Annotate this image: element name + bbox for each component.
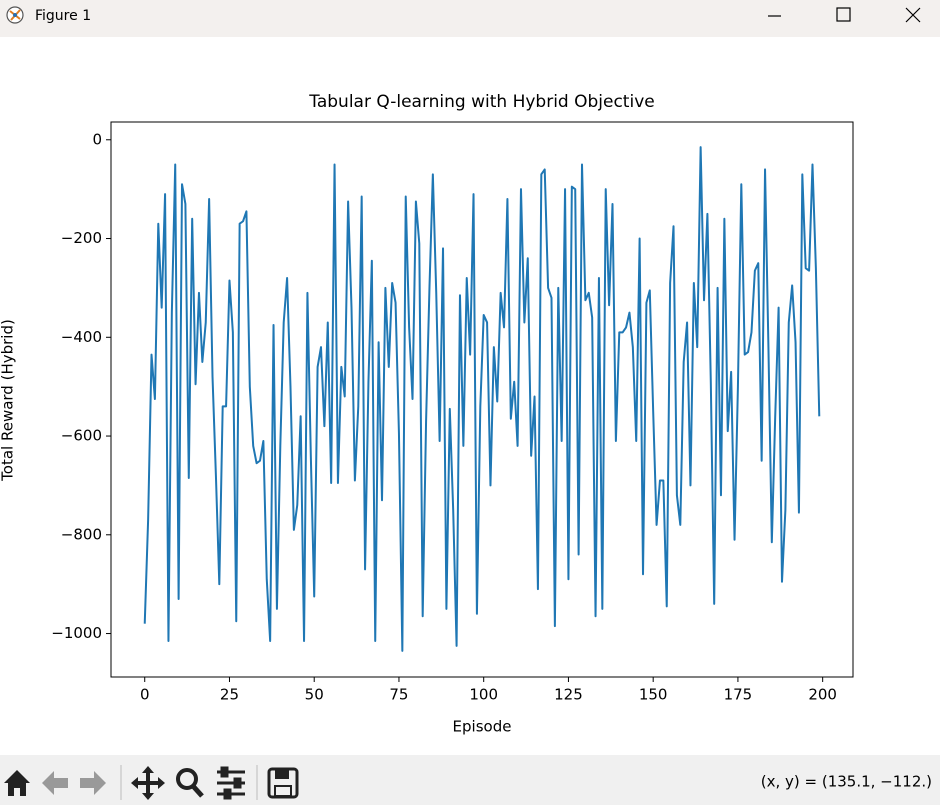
window-title: Figure 1 <box>35 8 91 24</box>
title-bar <box>0 0 940 37</box>
plot-frame <box>110 121 854 678</box>
y-tick-label: −600 <box>61 427 102 445</box>
x-tick-label: 75 <box>389 686 408 704</box>
y-tick-label: 0 <box>92 130 102 148</box>
toolbar <box>0 755 940 805</box>
x-axis-label: Episode <box>453 718 512 736</box>
cursor-coordinates: (x, y) = (135.1, −112.) <box>761 773 932 791</box>
chart-title: Tabular Q-learning with Hybrid Objective <box>308 92 654 112</box>
back-button[interactable] <box>42 771 68 795</box>
x-tick-label: 150 <box>639 686 668 704</box>
x-tick-label: 175 <box>724 686 753 704</box>
home-button[interactable] <box>4 770 30 796</box>
y-tick-label: −1000 <box>51 624 102 642</box>
toolbar-icons <box>4 766 299 800</box>
app-icon <box>6 6 24 24</box>
x-tick-label: 125 <box>554 686 583 704</box>
toolbar-separator <box>120 765 258 800</box>
plot-area: 0 25 50 75 100 125 150 175 200 0 −200 −400 −600 −800 −… <box>51 130 837 703</box>
configure-button[interactable] <box>217 766 245 800</box>
y-axis-label: Total Reward (Hybrid) <box>0 319 17 482</box>
zoom-button[interactable] <box>176 768 204 798</box>
x-tick-label: 200 <box>808 686 837 704</box>
y-tick-label: −400 <box>61 328 102 346</box>
close-button[interactable] <box>905 7 921 23</box>
save-button[interactable] <box>267 767 299 799</box>
x-tick-label: 50 <box>305 686 324 704</box>
y-tick-label: −200 <box>61 229 102 247</box>
x-tick-label: 0 <box>140 686 150 704</box>
pan-button[interactable] <box>131 766 165 800</box>
y-tick-label: −800 <box>61 525 102 543</box>
x-tick-label: 100 <box>469 686 498 704</box>
maximize-button[interactable] <box>836 7 851 22</box>
x-tick-label: 25 <box>220 686 239 704</box>
forward-button[interactable] <box>80 771 106 795</box>
data-line <box>143 146 821 652</box>
